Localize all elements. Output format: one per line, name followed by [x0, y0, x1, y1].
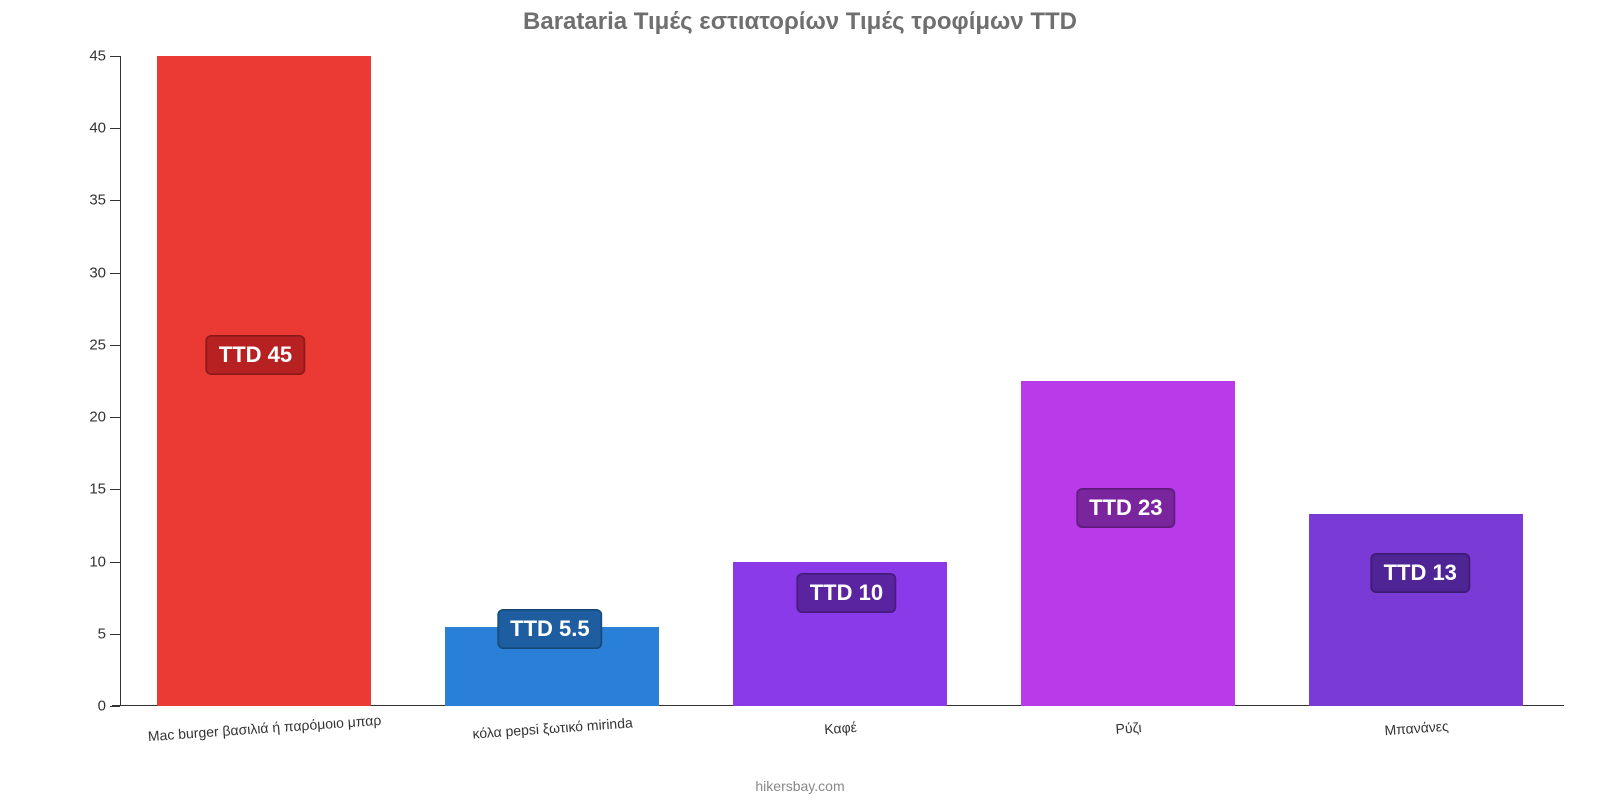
value-badge: TTD 23 — [1076, 488, 1175, 528]
x-category-label: Mac burger βασιλιά ή παρόμοιο μπαρ — [147, 712, 381, 744]
x-category-label: κόλα pepsi ξωτικό mirinda — [472, 714, 633, 741]
y-tick — [110, 562, 120, 563]
y-tick — [110, 345, 120, 346]
y-tick-label: 15 — [62, 481, 106, 498]
y-tick-label: 5 — [62, 625, 106, 642]
x-category-label: Μπανάνες — [1384, 718, 1449, 738]
bar — [1021, 381, 1234, 706]
value-badge: TTD 5.5 — [497, 609, 602, 649]
chart-title: Barataria Τιμές εστιατορίων Τιμές τροφίμ… — [0, 8, 1600, 36]
y-tick-label: 45 — [62, 48, 106, 65]
value-badge: TTD 13 — [1371, 553, 1470, 593]
y-tick — [110, 489, 120, 490]
chart-container: Barataria Τιμές εστιατορίων Τιμές τροφίμ… — [0, 0, 1600, 800]
value-badge: TTD 45 — [206, 335, 305, 375]
y-tick-label: 35 — [62, 192, 106, 209]
y-axis-line — [120, 56, 121, 706]
y-tick — [110, 128, 120, 129]
y-tick-label: 25 — [62, 336, 106, 353]
plot-area: 051015202530354045TTD 45Mac burger βασιλ… — [120, 56, 1560, 706]
y-tick — [110, 706, 120, 707]
attribution-text: hikersbay.com — [0, 778, 1600, 794]
y-tick-label: 20 — [62, 409, 106, 426]
y-tick — [110, 200, 120, 201]
bar — [157, 56, 370, 706]
bar — [1309, 514, 1522, 706]
value-badge: TTD 10 — [797, 573, 896, 613]
y-tick — [110, 56, 120, 57]
x-category-label: Ρύζι — [1115, 719, 1142, 737]
y-tick-label: 40 — [62, 120, 106, 137]
y-tick-label: 10 — [62, 553, 106, 570]
y-tick — [110, 634, 120, 635]
y-tick-label: 30 — [62, 264, 106, 281]
y-tick — [110, 417, 120, 418]
x-category-label: Καφέ — [824, 719, 858, 737]
y-tick — [110, 273, 120, 274]
y-tick-label: 0 — [62, 698, 106, 715]
